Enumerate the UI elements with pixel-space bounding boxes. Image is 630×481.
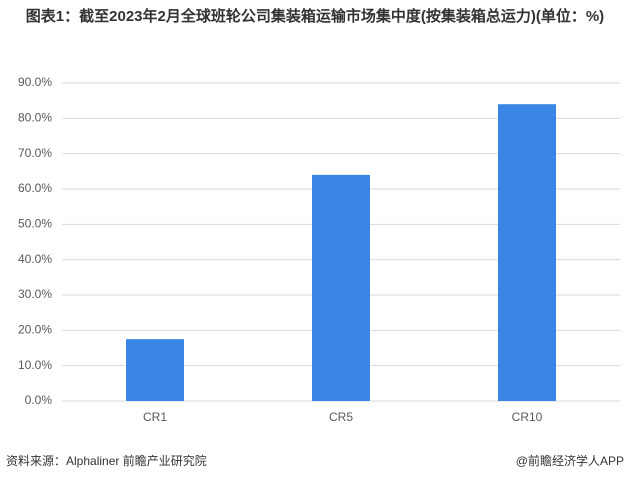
bar [498,104,556,401]
y-tick-label: 90.0% [18,75,52,89]
y-tick-label: 10.0% [18,358,52,372]
y-tick-label: 80.0% [18,111,52,125]
y-tick-label: 40.0% [18,252,52,266]
credit: @前瞻经济学人APP [515,454,624,468]
y-tick-label: 70.0% [18,146,52,160]
x-tick-label: CR5 [329,410,353,424]
source: 资料来源：Alphaliner 前瞻产业研究院 [6,454,207,468]
y-tick-label: 20.0% [18,323,52,337]
x-tick-label: CR1 [143,410,167,424]
y-tick-label: 60.0% [18,181,52,195]
y-tick-label: 30.0% [18,287,52,301]
y-tick-label: 0.0% [25,393,53,407]
x-tick-label: CR10 [512,410,543,424]
y-tick-label: 50.0% [18,217,52,231]
bar [126,339,184,401]
chart-title: 图表1：截至2023年2月全球班轮公司集装箱运输市场集中度(按集装箱总运力)(单… [25,8,605,25]
bar [312,174,370,401]
